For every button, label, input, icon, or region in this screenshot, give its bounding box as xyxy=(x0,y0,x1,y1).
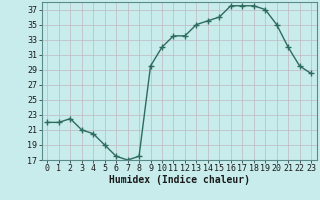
X-axis label: Humidex (Indice chaleur): Humidex (Indice chaleur) xyxy=(109,175,250,185)
